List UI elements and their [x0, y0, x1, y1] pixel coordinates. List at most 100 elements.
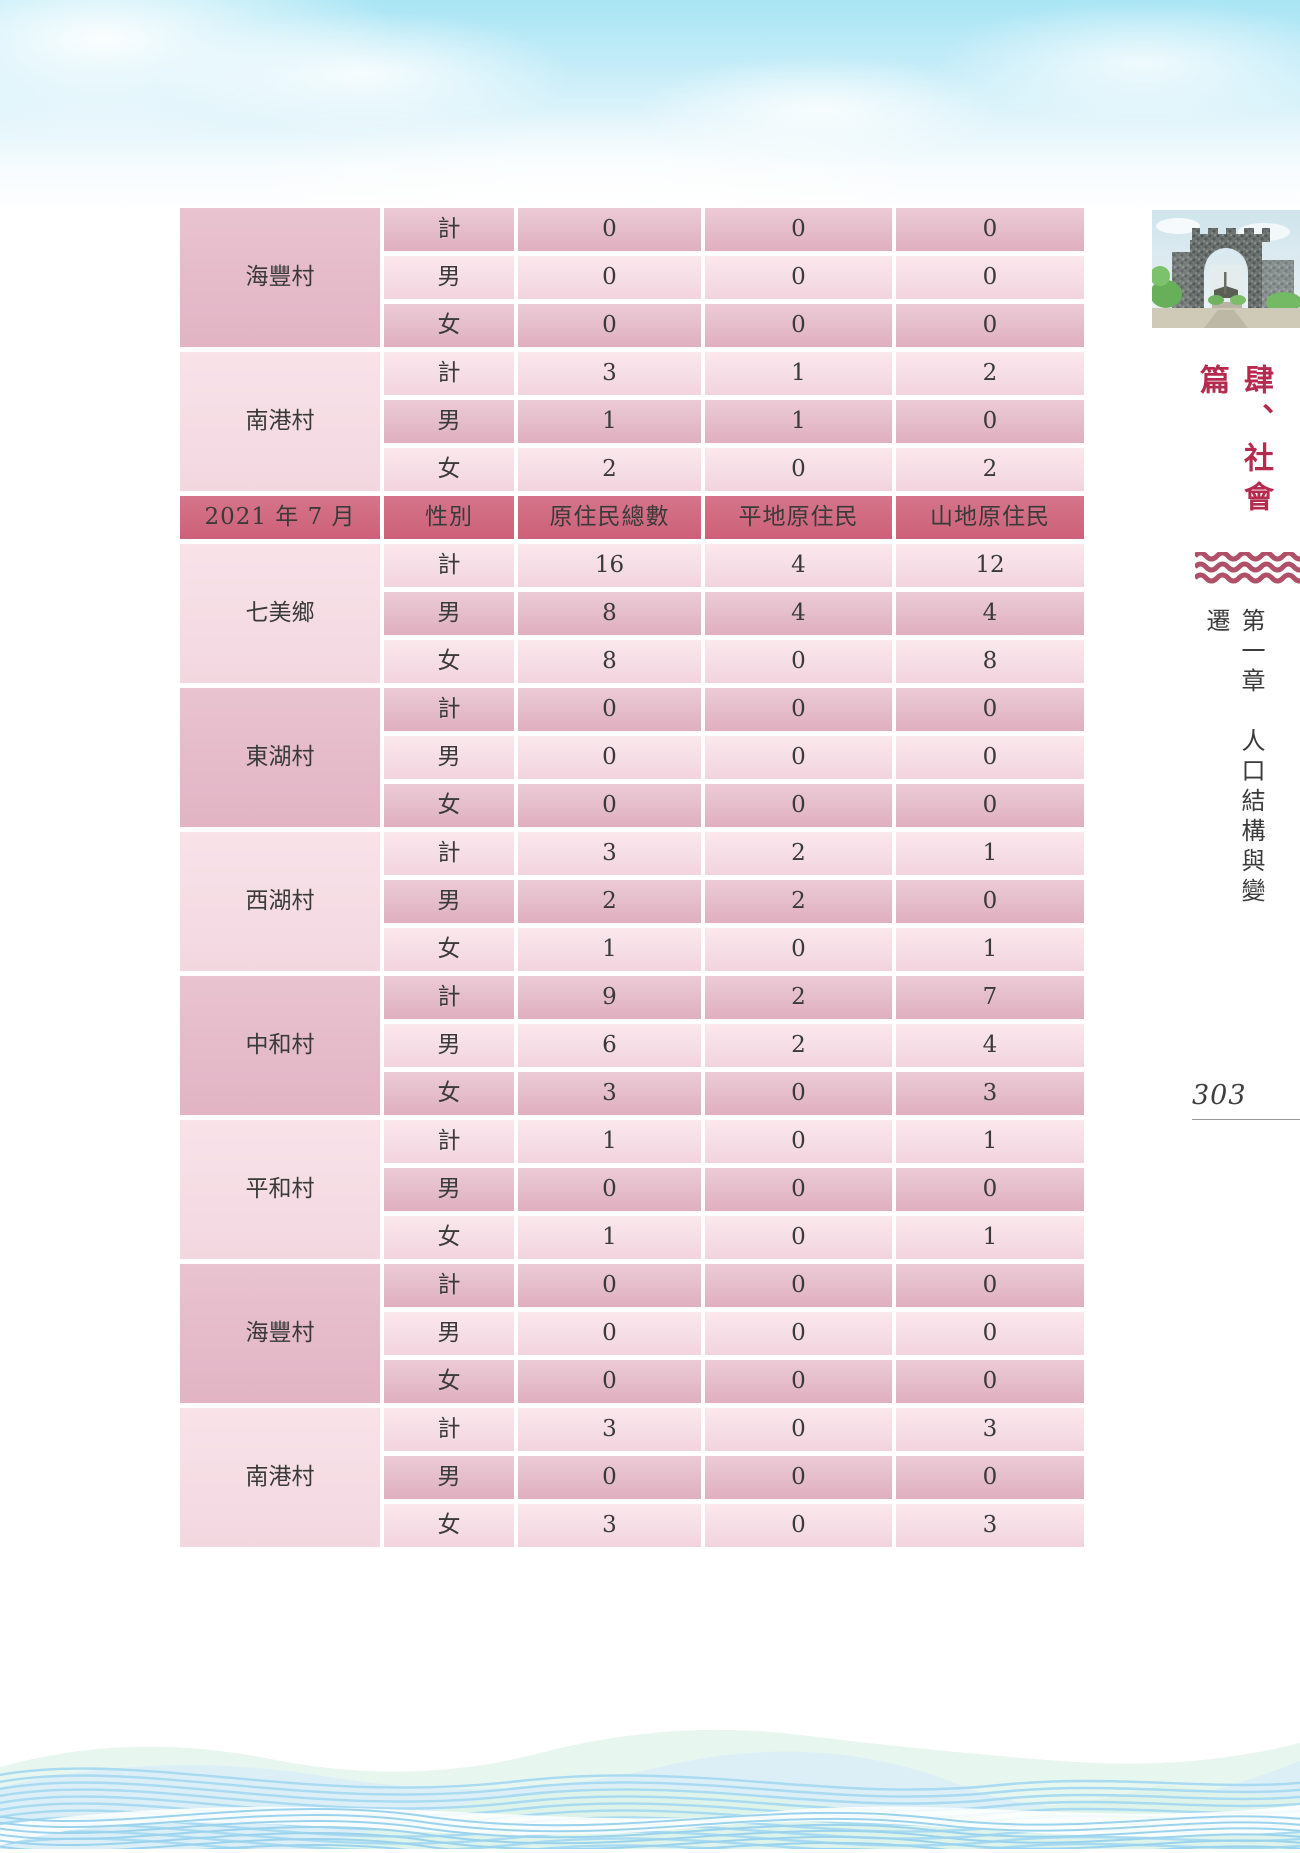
value-cell: 1: [518, 400, 701, 443]
sex-cell: 計: [384, 688, 514, 731]
value-cell: 0: [896, 880, 1084, 923]
value-cell: 0: [518, 1312, 701, 1355]
sex-cell: 男: [384, 880, 514, 923]
value-cell: 0: [705, 1456, 892, 1499]
table-row: 中和村計 9 2 7: [180, 976, 1084, 1115]
village-cell: 南港村: [180, 1408, 380, 1547]
header-cell: 性別: [384, 496, 514, 539]
table-row: 七美鄉計 16 4 12: [180, 544, 1084, 683]
value-cell: 0: [896, 1360, 1084, 1403]
table-header-row: 2021 年 7 月性別 原住民總數 平地原住民 山地原住民: [180, 496, 1084, 539]
value-cell: 1: [896, 1120, 1084, 1163]
value-cell: 2: [518, 880, 701, 923]
sex-cell: 女: [384, 1504, 514, 1547]
value-cell: 6: [518, 1024, 701, 1067]
sex-cell: 計: [384, 352, 514, 395]
value-cell: 0: [705, 1168, 892, 1211]
value-cell: 0: [705, 1120, 892, 1163]
value-cell: 0: [518, 256, 701, 299]
value-cell: 0: [896, 256, 1084, 299]
section-title: 肆、社會篇: [1194, 364, 1273, 520]
sex-cell: 計: [384, 544, 514, 587]
value-cell: 1: [518, 1120, 701, 1163]
value-cell: 0: [896, 1312, 1084, 1355]
chapter-title: 第一章 人口結構與變遷: [1202, 608, 1265, 908]
village-cell: 東湖村: [180, 688, 380, 827]
bottom-waves-decoration: [0, 1709, 1300, 1853]
value-cell: 4: [705, 592, 892, 635]
value-cell: 9: [518, 976, 701, 1019]
value-cell: 0: [705, 1216, 892, 1259]
sex-cell: 男: [384, 1456, 514, 1499]
table-row: 南港村計 3 0 3: [180, 1408, 1084, 1547]
value-cell: 1: [896, 832, 1084, 875]
value-cell: 0: [705, 1312, 892, 1355]
page-number-rule: [1192, 1119, 1300, 1120]
value-cell: 1: [705, 352, 892, 395]
value-cell: 2: [896, 352, 1084, 395]
value-cell: 0: [705, 928, 892, 971]
value-cell: 2: [896, 448, 1084, 491]
sex-cell: 計: [384, 832, 514, 875]
header-cell: 山地原住民: [896, 496, 1084, 539]
value-cell: 0: [705, 640, 892, 683]
value-cell: 2: [518, 448, 701, 491]
value-cell: 0: [705, 208, 892, 251]
value-cell: 1: [705, 400, 892, 443]
sex-cell: 女: [384, 784, 514, 827]
value-cell: 4: [896, 1024, 1084, 1067]
village-cell: 中和村: [180, 976, 380, 1115]
value-cell: 8: [518, 592, 701, 635]
value-cell: 0: [896, 400, 1084, 443]
value-cell: 0: [896, 784, 1084, 827]
value-cell: 0: [518, 1360, 701, 1403]
value-cell: 12: [896, 544, 1084, 587]
value-cell: 1: [518, 928, 701, 971]
value-cell: 0: [518, 1168, 701, 1211]
sex-cell: 女: [384, 1216, 514, 1259]
value-cell: 0: [518, 1264, 701, 1307]
sex-cell: 女: [384, 1072, 514, 1115]
value-cell: 0: [896, 1264, 1084, 1307]
value-cell: 3: [518, 1504, 701, 1547]
header-cell: 2021 年 7 月: [180, 496, 380, 539]
value-cell: 0: [705, 1360, 892, 1403]
sex-cell: 女: [384, 928, 514, 971]
value-cell: 0: [705, 256, 892, 299]
village-cell: 西湖村: [180, 832, 380, 971]
value-cell: 4: [896, 592, 1084, 635]
value-cell: 3: [518, 352, 701, 395]
village-cell: 海豐村: [180, 208, 380, 347]
sex-cell: 男: [384, 256, 514, 299]
value-cell: 0: [896, 1168, 1084, 1211]
value-cell: 8: [896, 640, 1084, 683]
value-cell: 0: [896, 688, 1084, 731]
sex-cell: 女: [384, 1360, 514, 1403]
population-table: 海豐村計 0 0 0 男 0 0 0 女 0 0 0 南港村計 3 1 2 男 1 1 0 女 2 0 2 2021 年 7 月…: [176, 203, 1088, 1552]
village-cell: 七美鄉: [180, 544, 380, 683]
village-cell: 海豐村: [180, 1264, 380, 1403]
sex-cell: 男: [384, 592, 514, 635]
value-cell: 0: [896, 208, 1084, 251]
value-cell: 0: [896, 1456, 1084, 1499]
value-cell: 0: [518, 784, 701, 827]
table-row: 平和村計 1 0 1: [180, 1120, 1084, 1259]
value-cell: 0: [896, 304, 1084, 347]
table-row: 東湖村計 0 0 0: [180, 688, 1084, 827]
